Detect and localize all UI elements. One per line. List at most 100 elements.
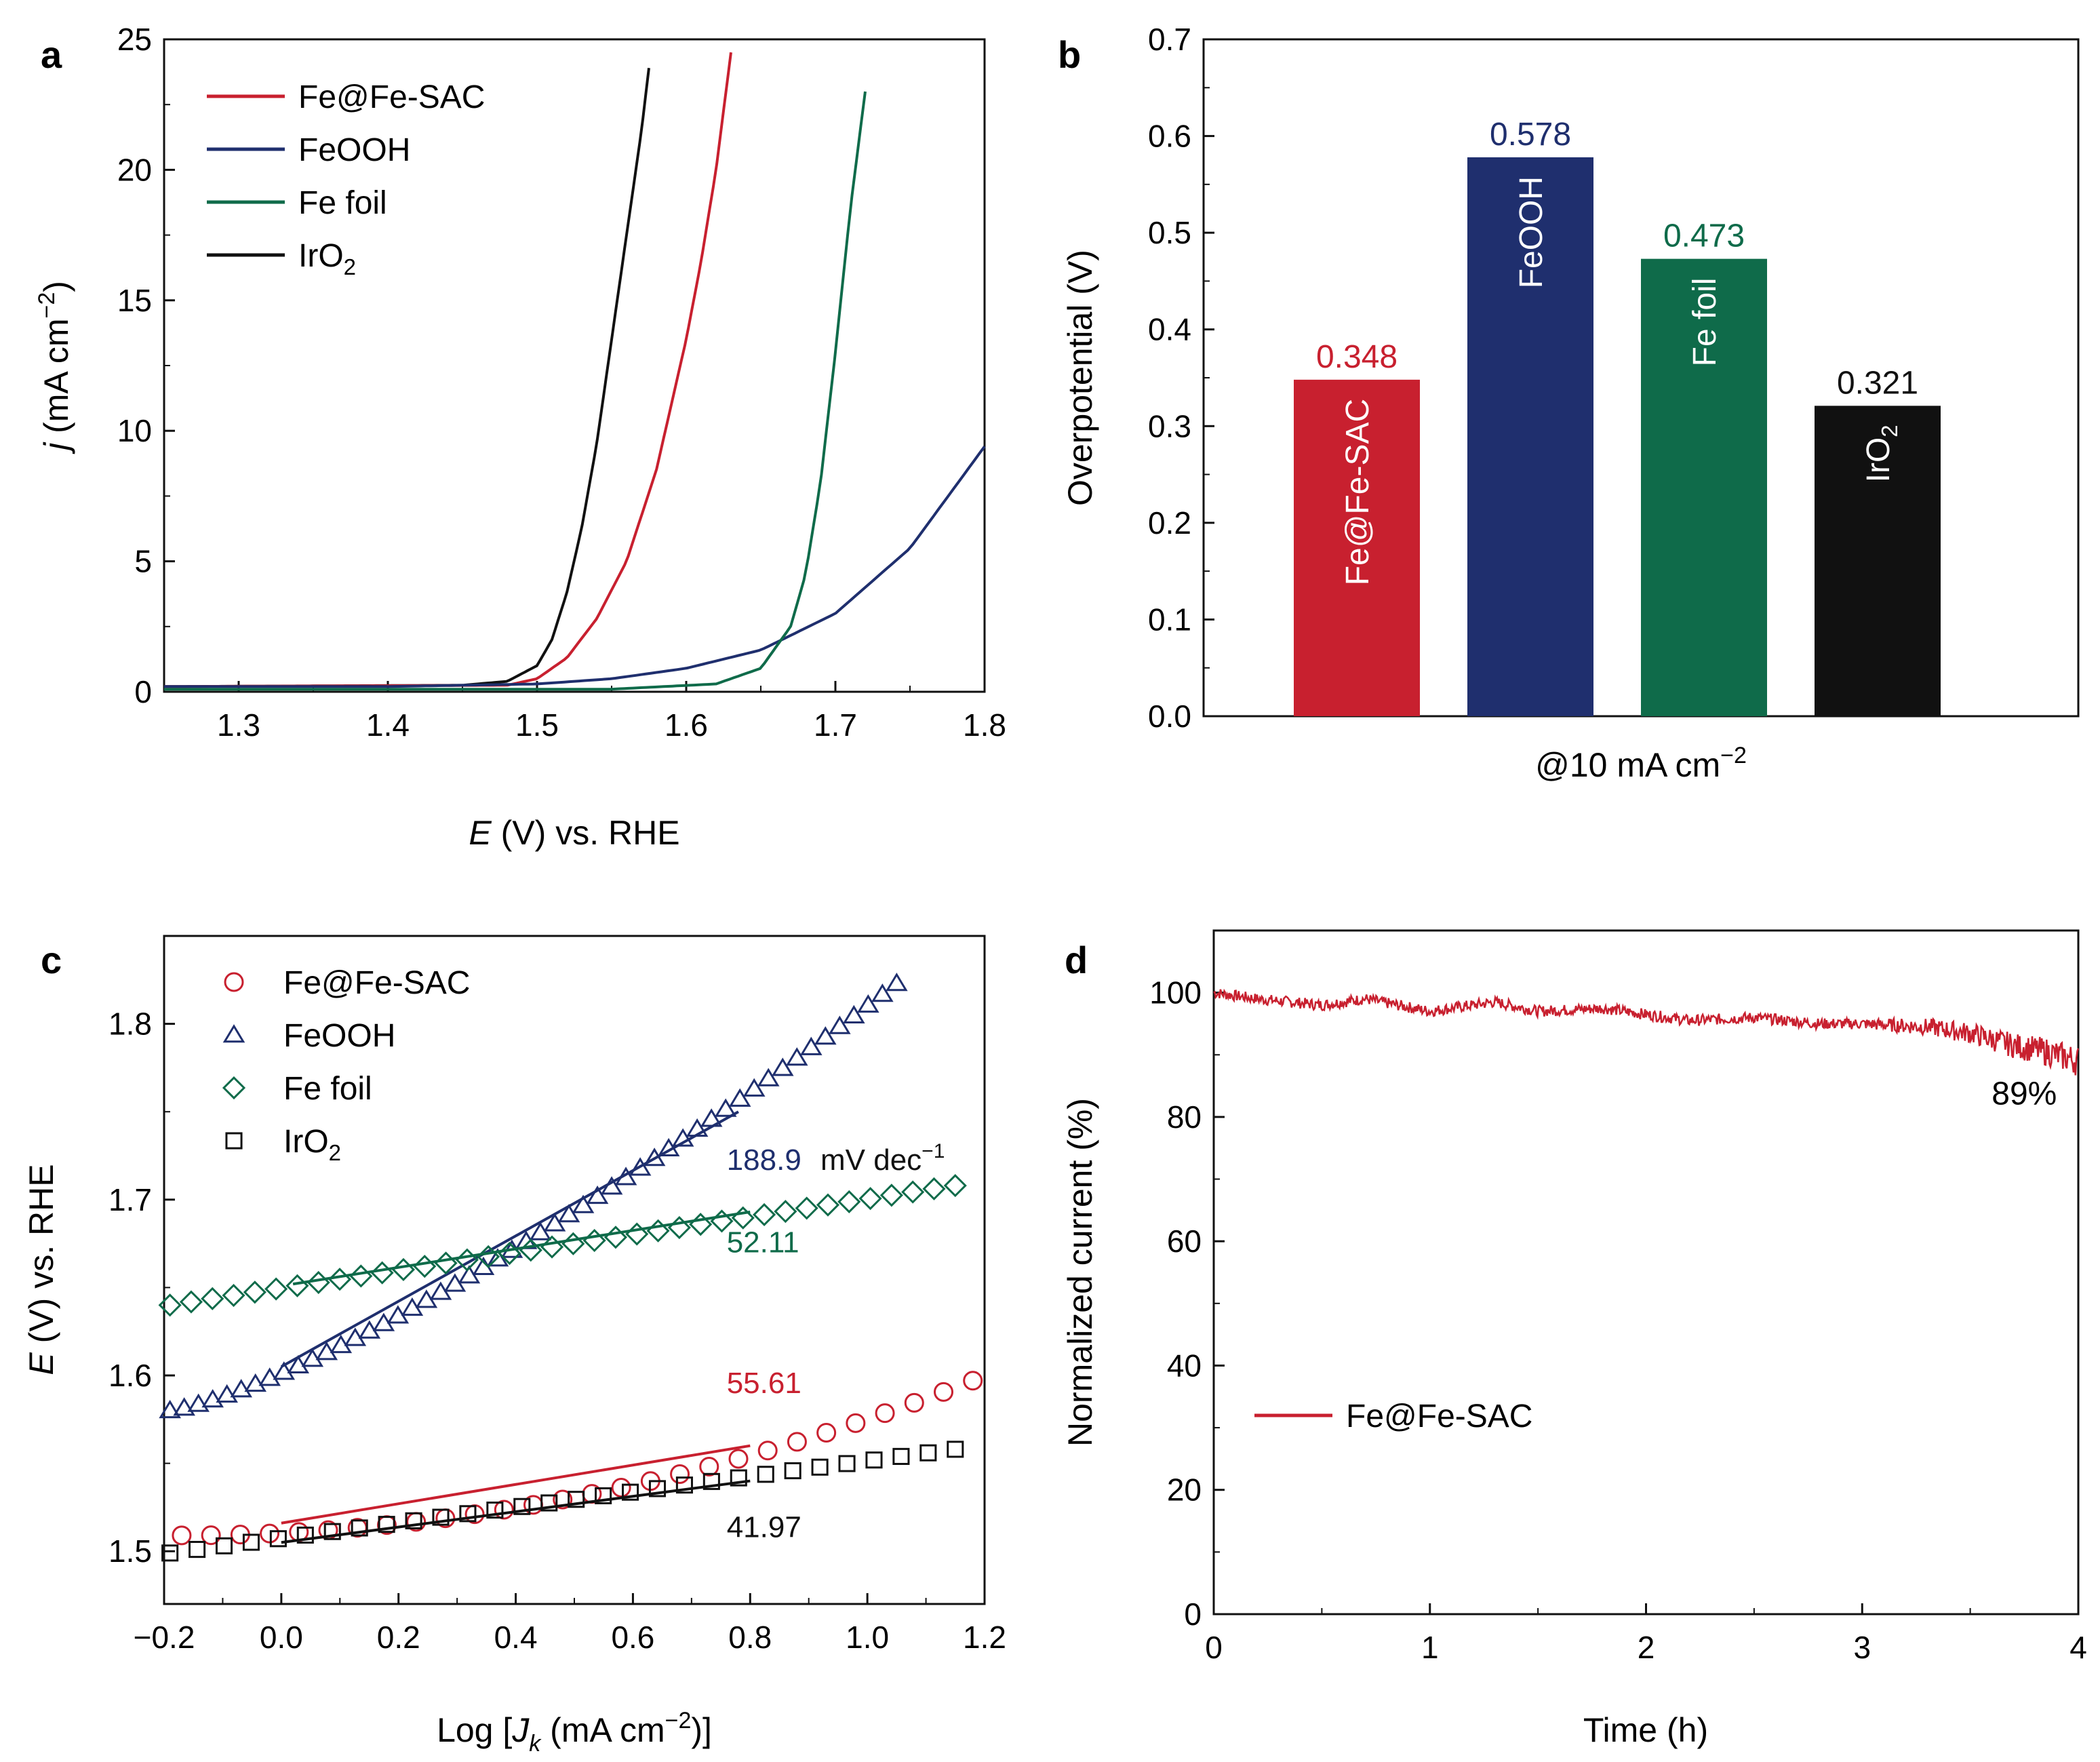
panel-a-legend-label-iro2: IrO2 <box>298 238 356 279</box>
panel-d-annotation-89: 89% <box>1992 1076 2057 1112</box>
panel-c-tafel-chart: −0.2 0.0 0.2 0.4 0.6 0.8 1.0 1.2 1.5 1.6 1.7 1.8 Fe… <box>22 935 1006 1757</box>
panel-b-x-axis-title: @10 mA cm−2 <box>1535 743 1747 784</box>
panel-c-point-feooh <box>244 1373 267 1392</box>
panel-c-point-fe-fe-sac <box>816 1422 837 1443</box>
panel-a-x-tick-label: 1.8 <box>963 707 1006 743</box>
panel-c-point-feooh <box>671 1128 694 1147</box>
panel-c-point-fe-fe-sac <box>553 1489 573 1510</box>
panel-c-point-iro2 <box>757 1466 774 1483</box>
panel-c-point-iro2 <box>189 1541 206 1559</box>
panel-c-point-fe-foil <box>264 1277 288 1301</box>
panel-c-point-fe-fe-sac <box>934 1382 953 1402</box>
panel-a-x-tick-label: 1.7 <box>814 707 857 743</box>
panel-c-point-feooh <box>814 1026 837 1045</box>
panel-c-point-fe-fe-sac <box>172 1525 192 1546</box>
panel-c-point-fe-fe-sac <box>728 1449 749 1469</box>
panel-a-x-tick-label: 1.6 <box>665 707 708 743</box>
panel-c-point-iro2 <box>459 1505 477 1523</box>
panel-b-bar-fe-fe-sac <box>1294 379 1420 716</box>
panel-b-y-tick-label: 0.6 <box>1148 119 1191 154</box>
panel-c-point-fe-foil <box>943 1174 967 1198</box>
panel-c-point-iro2 <box>702 1472 720 1490</box>
panel-c-point-iro2 <box>730 1469 747 1487</box>
panel-c-point-iro2 <box>540 1494 558 1512</box>
panel-a-y-axis-title: j (mA cm−2) <box>34 281 75 454</box>
panel-c-point-fe-fe-sac <box>757 1441 778 1461</box>
panel-c-point-feooh <box>742 1078 766 1097</box>
panel-b-bar-iro2 <box>1815 406 1941 716</box>
panel-c-point-fe-fe-sac <box>904 1392 924 1413</box>
panel-c-annotation-55-61: 55.61 <box>727 1367 801 1400</box>
panel-c-point-fe-foil <box>413 1255 437 1278</box>
panel-c-x-tick-label: 0.4 <box>494 1620 538 1655</box>
panel-d-y-tick-label: 80 <box>1167 1099 1202 1135</box>
panel-c-point-fe-foil <box>519 1238 542 1262</box>
panel-b-bar-label-iro2: IrO2 <box>1861 425 1902 482</box>
panel-a-y-tick-label: 0 <box>134 674 152 709</box>
panel-d-y-tick-label: 60 <box>1167 1223 1202 1259</box>
panel-c-fit-line-iro2 <box>281 1479 751 1544</box>
panel-c-point-feooh <box>771 1057 794 1076</box>
panel-a-legend-label-fe-fe-sac: Fe@Fe-SAC <box>298 79 485 115</box>
panel-c-point-iro2 <box>811 1458 829 1476</box>
panel-a-legend-label-fe-foil: Fe foil <box>298 185 387 221</box>
panel-c-point-fe-foil <box>349 1264 373 1288</box>
panel-b-bar-chart: 0.0 0.1 0.2 0.3 0.4 0.5 0.6 0.7 0.348 Fe@Fe-SAC 0… <box>1061 22 2080 784</box>
panel-c-legend-label-fe-fe-sac: Fe@Fe-SAC <box>283 965 470 1001</box>
panel-c-point-feooh <box>230 1379 253 1398</box>
panel-c-point-fe-foil <box>753 1202 776 1227</box>
panel-c-annotation-52-11: 52.11 <box>727 1226 799 1259</box>
panel-c-point-feooh <box>586 1185 609 1205</box>
panel-c-point-feooh <box>829 1015 851 1034</box>
panel-c-point-fe-foil <box>879 1183 903 1207</box>
panel-c-point-fe-foil <box>816 1193 840 1217</box>
panel-c-point-fe-foil <box>774 1200 797 1223</box>
panel-b-y-tick-label: 0.1 <box>1148 602 1191 637</box>
panel-c-point-feooh <box>572 1194 595 1213</box>
panel-label-a: a <box>41 33 62 76</box>
panel-c-point-fe-foil <box>603 1226 628 1249</box>
panel-c-x-tick-label: 0.2 <box>377 1620 420 1655</box>
panel-c-point-fe-fe-sac <box>963 1371 983 1391</box>
panel-c-point-feooh <box>757 1068 780 1086</box>
panel-b-y-tick-label: 0.3 <box>1148 408 1191 444</box>
panel-a-x-tick-label: 1.3 <box>217 707 260 743</box>
panel-label-c: c <box>41 939 62 981</box>
panel-c-fit-line-fe-foil <box>292 1210 751 1286</box>
panel-c-point-iro2 <box>648 1480 667 1497</box>
panel-c-point-fe-foil <box>285 1274 309 1297</box>
panel-c-point-fe-foil <box>837 1190 861 1213</box>
panel-c-point-iro2 <box>323 1523 341 1540</box>
panel-c-point-fe-fe-sac <box>611 1478 631 1498</box>
panel-c-point-fe-fe-sac <box>260 1523 280 1544</box>
panel-c-point-feooh <box>258 1367 281 1386</box>
panel-c-point-feooh <box>886 973 908 992</box>
panel-c-legend-marker-iro2 <box>225 1132 243 1150</box>
panel-c-point-feooh <box>159 1399 181 1419</box>
panel-b-value-label-feooh: 0.578 <box>1490 117 1571 153</box>
panel-c-point-fe-foil <box>561 1232 585 1255</box>
panel-d-y-tick-label: 40 <box>1167 1348 1202 1383</box>
panel-c-point-iro2 <box>784 1462 801 1480</box>
panel-c-point-iro2 <box>215 1537 233 1554</box>
panel-c-point-iro2 <box>622 1483 639 1501</box>
panel-b-value-label-fe-foil: 0.473 <box>1663 218 1745 254</box>
panel-c-point-feooh <box>728 1088 751 1107</box>
panel-c-point-iro2 <box>432 1508 450 1526</box>
panel-b-y-tick-label: 0.2 <box>1148 505 1191 541</box>
panel-c-point-fe-fe-sac <box>670 1464 690 1484</box>
panel-c-point-iro2 <box>595 1487 612 1505</box>
panel-c-point-feooh <box>857 994 879 1013</box>
panel-a-legend-label-feooh: FeOOH <box>298 132 410 168</box>
panel-c-point-fe-foil <box>901 1180 925 1204</box>
panel-c-point-feooh <box>557 1204 580 1223</box>
panel-c-point-iro2 <box>919 1444 937 1462</box>
panel-b-y-tick-label: 0.7 <box>1148 22 1191 57</box>
panel-c-point-feooh <box>173 1397 195 1416</box>
panel-a-x-axis-title: E (V) vs. RHE <box>469 814 679 852</box>
panel-b-value-label-fe-fe-sac: 0.348 <box>1316 339 1398 375</box>
panel-c-y-tick-label: 1.5 <box>108 1533 152 1569</box>
panel-c-point-fe-foil <box>328 1268 352 1291</box>
panel-a-y-tick-label: 10 <box>117 413 152 448</box>
panel-b-y-tick-label: 0.0 <box>1148 699 1191 734</box>
